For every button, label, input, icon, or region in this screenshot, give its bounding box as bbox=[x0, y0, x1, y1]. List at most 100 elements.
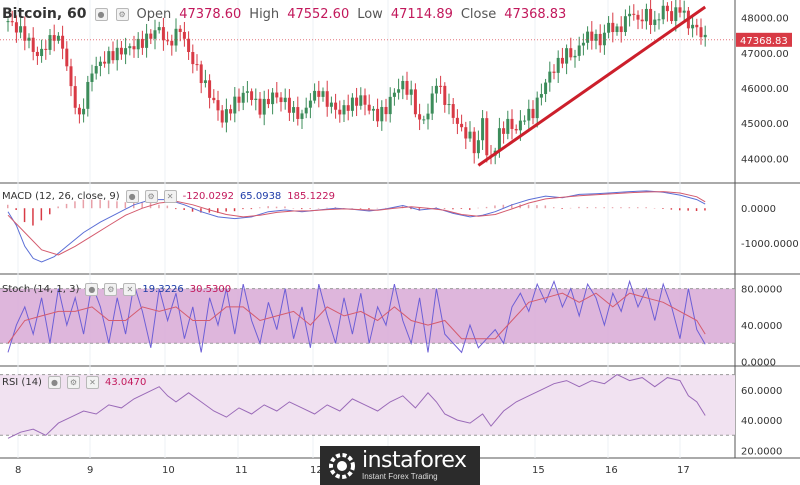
price-tick-label: 48000.00 bbox=[741, 14, 789, 25]
rsi-title: RSI (14) bbox=[2, 377, 42, 388]
stoch-tick-label: 80.0000 bbox=[741, 285, 782, 296]
candle-body bbox=[283, 97, 287, 103]
macd-histogram-bar bbox=[662, 208, 664, 209]
macd-hist-value: -120.0292 bbox=[182, 191, 234, 202]
candle-body bbox=[292, 107, 296, 113]
candle-body bbox=[229, 109, 233, 114]
candle-body bbox=[14, 22, 18, 33]
candle-body bbox=[119, 47, 123, 55]
open-value: 47378.60 bbox=[179, 6, 242, 22]
macd-histogram-bar bbox=[645, 207, 647, 209]
candle-body bbox=[573, 55, 577, 58]
candle-body bbox=[157, 27, 161, 31]
candle-body bbox=[44, 48, 48, 50]
candle-body bbox=[115, 47, 119, 61]
candle-body bbox=[220, 110, 224, 123]
close-icon[interactable]: ✕ bbox=[123, 283, 137, 296]
candle-body bbox=[413, 89, 417, 115]
macd-histogram-bar bbox=[158, 204, 160, 209]
price-tick-label: 47000.00 bbox=[741, 49, 789, 60]
macd-histogram-bar bbox=[494, 205, 496, 209]
candle-body bbox=[342, 105, 346, 115]
stoch-d-value: 30.5300 bbox=[189, 284, 232, 295]
time-tick-label: 16 bbox=[605, 465, 618, 476]
settings-icon[interactable]: ⚙ bbox=[104, 283, 118, 296]
candle-body bbox=[69, 66, 73, 87]
candle-body bbox=[367, 104, 371, 111]
candle-body bbox=[237, 96, 241, 103]
price-tick-label: 46000.00 bbox=[741, 84, 789, 95]
last-price-label: 47368.83 bbox=[740, 36, 788, 47]
candle-body bbox=[565, 48, 569, 64]
candle-body bbox=[136, 38, 140, 50]
eye-icon[interactable]: ● bbox=[94, 7, 108, 21]
macd-histogram-bar bbox=[670, 208, 673, 210]
candle-body bbox=[65, 48, 69, 67]
macd-histogram-bar bbox=[376, 207, 379, 209]
candle-body bbox=[556, 57, 560, 73]
candle-body bbox=[636, 14, 640, 20]
candle-body bbox=[262, 98, 266, 115]
macd-histogram-bar bbox=[359, 208, 362, 209]
candle-body bbox=[145, 33, 149, 48]
candle-body bbox=[287, 97, 291, 113]
candle-body bbox=[434, 85, 438, 94]
macd-histogram-bar bbox=[485, 206, 488, 209]
macd-histogram-bar bbox=[435, 207, 437, 209]
candle-body bbox=[552, 71, 556, 73]
macd-histogram-bar bbox=[603, 207, 605, 209]
settings-icon[interactable]: ⚙ bbox=[115, 7, 129, 21]
candle-body bbox=[611, 22, 615, 33]
candle-body bbox=[329, 102, 333, 107]
macd-histogram-bar bbox=[141, 202, 143, 209]
candle-body bbox=[132, 46, 136, 50]
rsi-tick-label: 60.0000 bbox=[741, 386, 782, 397]
candle-body bbox=[6, 21, 10, 23]
candle-body bbox=[61, 35, 65, 49]
price-tick-label: 45000.00 bbox=[741, 119, 789, 130]
candle-body bbox=[670, 11, 674, 22]
candle-body bbox=[594, 33, 598, 41]
macd-histogram-bar bbox=[99, 199, 101, 209]
stoch-header: Stoch (14, 1, 3) ● ⚙ ✕ 19.3226 30.5300 bbox=[2, 283, 231, 296]
candle-body bbox=[203, 80, 207, 84]
time-tick-label: 12 bbox=[310, 465, 323, 476]
eye-icon[interactable]: ● bbox=[85, 283, 99, 296]
time-tick-label: 15 bbox=[532, 465, 545, 476]
eye-icon[interactable]: ● bbox=[47, 376, 61, 389]
candle-body bbox=[682, 10, 686, 13]
candle-body bbox=[657, 19, 661, 21]
candle-body bbox=[497, 128, 501, 151]
macd-histogram-bar bbox=[40, 208, 43, 221]
candle-body bbox=[52, 35, 56, 41]
candle-body bbox=[300, 113, 304, 119]
close-icon[interactable]: ✕ bbox=[85, 376, 99, 389]
settings-icon[interactable]: ⚙ bbox=[66, 376, 80, 389]
macd-histogram-bar bbox=[292, 208, 295, 209]
candle-body bbox=[455, 117, 459, 124]
candle-body bbox=[199, 64, 203, 84]
close-icon[interactable]: ✕ bbox=[163, 190, 177, 203]
rsi-header: RSI (14) ● ⚙ ✕ 43.0470 bbox=[2, 376, 146, 389]
candle-body bbox=[468, 131, 472, 139]
macd-histogram-bar bbox=[469, 208, 471, 210]
candle-body bbox=[317, 90, 321, 97]
candle-body bbox=[371, 108, 375, 111]
candle-body bbox=[443, 85, 447, 105]
settings-icon[interactable]: ⚙ bbox=[144, 190, 158, 203]
trendline bbox=[477, 5, 707, 167]
macd-histogram-bar bbox=[74, 201, 76, 209]
eye-icon[interactable]: ● bbox=[125, 190, 139, 203]
candle-body bbox=[426, 113, 430, 120]
macd-histogram-bar bbox=[553, 207, 555, 209]
candle-body bbox=[107, 51, 111, 64]
candle-body bbox=[313, 90, 317, 101]
stoch-k-value: 19.3226 bbox=[142, 284, 184, 295]
candle-body bbox=[182, 31, 186, 39]
macd-header: MACD (12, 26, close, 9) ● ⚙ ✕ -120.0292 … bbox=[2, 190, 335, 203]
candle-body bbox=[191, 52, 195, 65]
macd-histogram-bar bbox=[410, 208, 412, 210]
candle-body bbox=[472, 131, 476, 154]
candle-body bbox=[128, 46, 132, 49]
